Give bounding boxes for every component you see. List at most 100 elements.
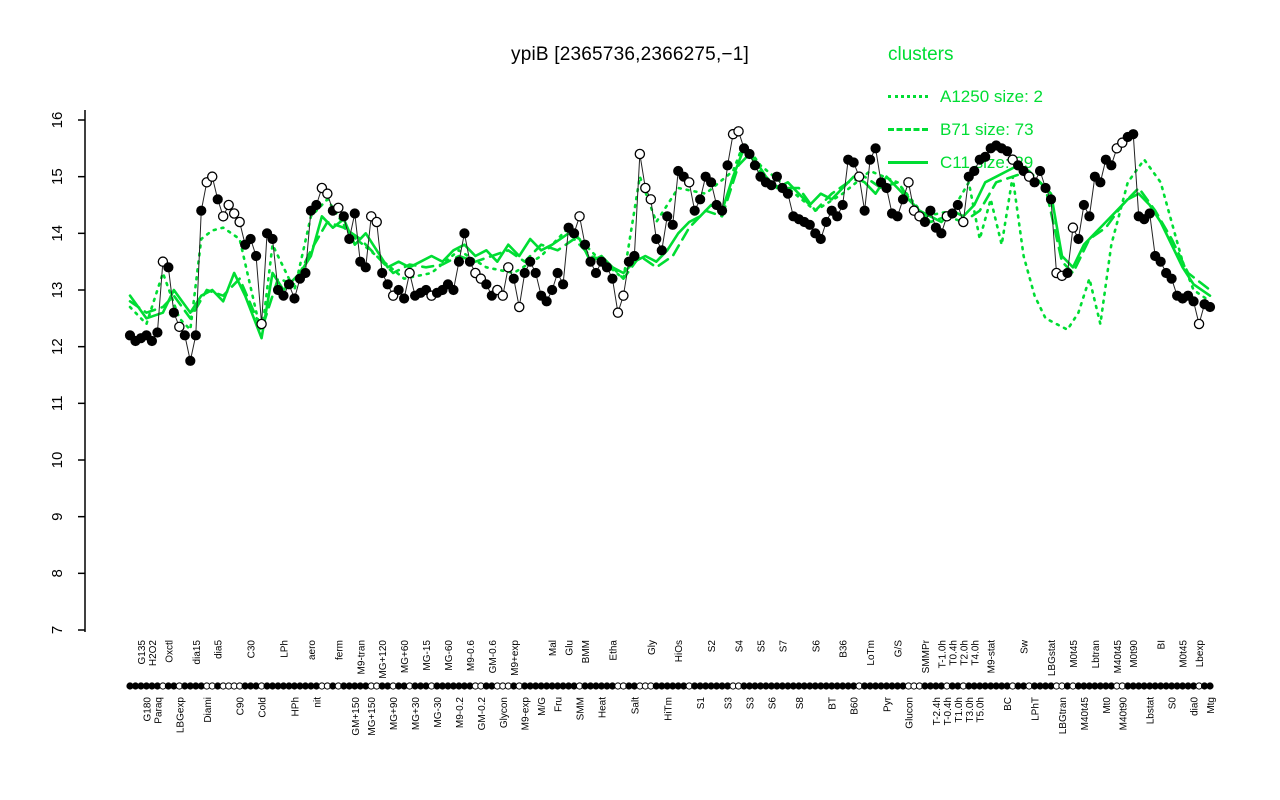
x-condition-label: HPh — [290, 697, 301, 716]
data-point-filled — [744, 148, 755, 160]
data-point-open — [497, 290, 509, 301]
data-point-filled — [190, 330, 201, 341]
x-condition-label: nit — [312, 697, 323, 708]
data-point-open — [223, 199, 234, 211]
x-condition-label: MG+30 — [411, 697, 422, 731]
cluster-line-solid — [128, 147, 1212, 340]
data-point-filled — [1095, 177, 1106, 188]
x-condition-label: S5 — [756, 640, 767, 653]
data-point-open — [618, 290, 629, 301]
legend-item-label: A1250 size: 2 — [940, 86, 1044, 106]
data-point-filled — [1128, 129, 1139, 140]
data-point-open — [574, 211, 585, 222]
data-point-filled — [393, 284, 404, 296]
data-point-filled — [919, 216, 931, 228]
data-point-filled — [1045, 194, 1057, 205]
x-condition-label: Mal — [548, 640, 559, 656]
data-point-open — [640, 182, 651, 194]
y-tick-label: 9 — [49, 512, 66, 520]
data-point-open — [1067, 222, 1079, 233]
x-condition-label: Sw — [1020, 639, 1031, 654]
data-point-filled — [179, 330, 190, 341]
x-condition-label: T2.0h — [959, 640, 970, 666]
data-point-filled — [399, 293, 410, 304]
data-point-filled — [936, 228, 947, 239]
data-point-filled — [749, 160, 761, 171]
data-point-filled — [1029, 177, 1040, 188]
x-condition-label: Lbstat — [1146, 697, 1157, 724]
data-point-open — [404, 267, 415, 279]
data-point-filled — [947, 208, 958, 219]
x-condition-label: SMM — [576, 697, 587, 720]
x-condition-label: M9-stat — [987, 640, 998, 674]
x-condition-label: dia0 — [1190, 697, 1201, 716]
x-condition-label: Pyr — [883, 696, 894, 712]
x-condition-label: LBGexp — [175, 697, 186, 734]
data-point-filled — [481, 279, 492, 290]
data-point-filled — [601, 262, 613, 273]
x-condition-label: MG+90 — [389, 697, 400, 731]
data-point-filled — [552, 267, 563, 279]
data-point-filled — [804, 219, 815, 230]
data-point-filled — [1155, 256, 1166, 267]
data-point-open — [958, 216, 969, 228]
data-point-filled — [716, 205, 728, 216]
data-point-filled — [689, 205, 700, 216]
x-condition-label: M/G — [537, 697, 548, 716]
x-condition-label: T-0.4h — [943, 697, 954, 725]
x-condition-label: GM+150 — [351, 697, 362, 736]
data-point-filled — [212, 194, 223, 205]
data-point-filled — [667, 219, 678, 230]
x-condition-label: dia5 — [214, 640, 225, 659]
data-point-filled — [1166, 273, 1177, 284]
x-condition-label: MG-60 — [444, 640, 455, 671]
x-condition-label: C30 — [247, 640, 258, 659]
data-point-open — [645, 194, 657, 205]
data-point-filled — [607, 273, 618, 284]
data-point-open — [612, 307, 624, 318]
data-point-filled — [722, 160, 733, 171]
y-tick-label: 8 — [49, 569, 66, 577]
y-tick-label: 14 — [49, 225, 66, 242]
x-condition-label: S7 — [778, 640, 789, 653]
x-condition-label: S1 — [696, 697, 707, 710]
x-condition-label: Glu — [565, 640, 576, 656]
x-condition-label: Cold — [258, 697, 269, 718]
x-condition-label: T4.0h — [970, 640, 981, 666]
x-condition-label: M9-0.6 — [466, 640, 477, 672]
data-point-filled — [706, 177, 717, 188]
dashed-line-sample-icon — [888, 128, 928, 131]
x-condition-label: S3 — [724, 697, 735, 710]
x-condition-label: T5.0h — [976, 697, 987, 723]
data-point-open — [733, 126, 744, 137]
x-condition-label: MG-30 — [433, 697, 444, 728]
data-point-filled — [152, 327, 163, 338]
x-condition-label: T1.0h — [954, 697, 965, 723]
x-condition-label: S6 — [811, 640, 822, 653]
x-condition-label: T-2.4h — [932, 697, 943, 725]
x-condition-label: S3 — [745, 697, 756, 710]
y-tick-label: 15 — [49, 168, 66, 185]
data-point-filled — [459, 228, 470, 239]
x-condition-label: T-1.0h — [937, 640, 948, 668]
x-condition-label: Gly — [647, 640, 658, 655]
data-point-filled — [448, 284, 459, 296]
data-point-open — [228, 208, 240, 219]
x-condition-label: Diami — [203, 697, 214, 723]
data-point-filled — [300, 267, 311, 279]
x-condition-label: S6 — [767, 697, 778, 710]
chart-title: ypiB [2365736,2366275,−1] — [511, 44, 749, 65]
x-condition-label: M0t45 — [1069, 640, 1080, 668]
legend-item: B71 size: 73 — [888, 113, 1043, 146]
x-condition-label: M9-tran — [356, 640, 367, 674]
data-point-filled — [185, 355, 196, 366]
x-condition-label: MG+60 — [400, 640, 411, 674]
data-point-filled — [360, 262, 371, 273]
data-point-filled — [590, 267, 602, 279]
data-point-filled — [349, 208, 360, 219]
x-condition-label: M0t45 — [1179, 640, 1190, 668]
data-point-filled — [695, 194, 706, 205]
x-condition-label: LPh — [280, 640, 291, 658]
data-point-filled — [453, 256, 465, 267]
